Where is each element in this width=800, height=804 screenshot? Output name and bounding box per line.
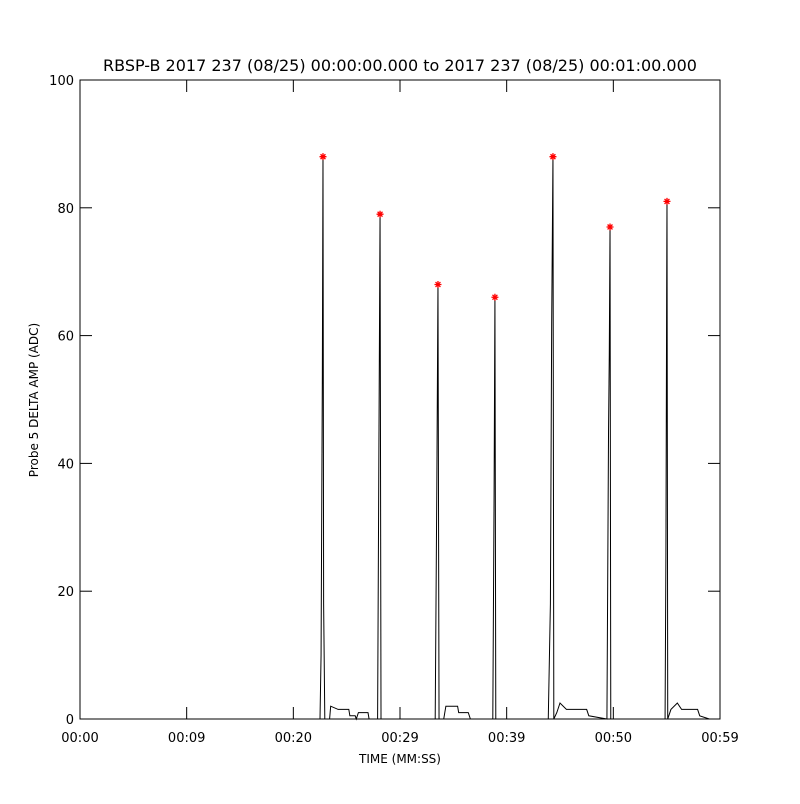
x-axis-label: TIME (MM:SS): [358, 752, 441, 766]
peak-marker: [549, 153, 557, 161]
peak-marker: [319, 153, 327, 161]
chart-title: RBSP-B 2017 237 (08/25) 00:00:00.000 to …: [103, 56, 697, 75]
y-tick-label: 0: [66, 713, 74, 728]
x-tick-label: 00:00: [61, 731, 98, 746]
x-tick-label: 00:50: [595, 731, 632, 746]
x-tick-label: 00:59: [701, 731, 738, 746]
data-line: [80, 156, 720, 721]
y-tick-label: 100: [49, 74, 74, 89]
x-tick-label: 00:29: [381, 731, 418, 746]
x-tick-label: 00:39: [488, 731, 525, 746]
peak-marker: [376, 210, 384, 218]
y-axis-label: Probe 5 DELTA AMP (ADC): [27, 323, 41, 477]
x-tick-label: 00:09: [168, 731, 205, 746]
y-tick-label: 20: [57, 585, 74, 600]
y-tick-label: 60: [57, 330, 74, 345]
peak-marker: [663, 197, 671, 205]
peak-marker: [491, 293, 499, 301]
x-tick-label: 00:20: [275, 731, 312, 746]
y-tick-label: 80: [57, 202, 74, 217]
peak-marker: [606, 223, 614, 231]
y-tick-label: 40: [57, 457, 74, 472]
peak-marker: [434, 280, 442, 288]
